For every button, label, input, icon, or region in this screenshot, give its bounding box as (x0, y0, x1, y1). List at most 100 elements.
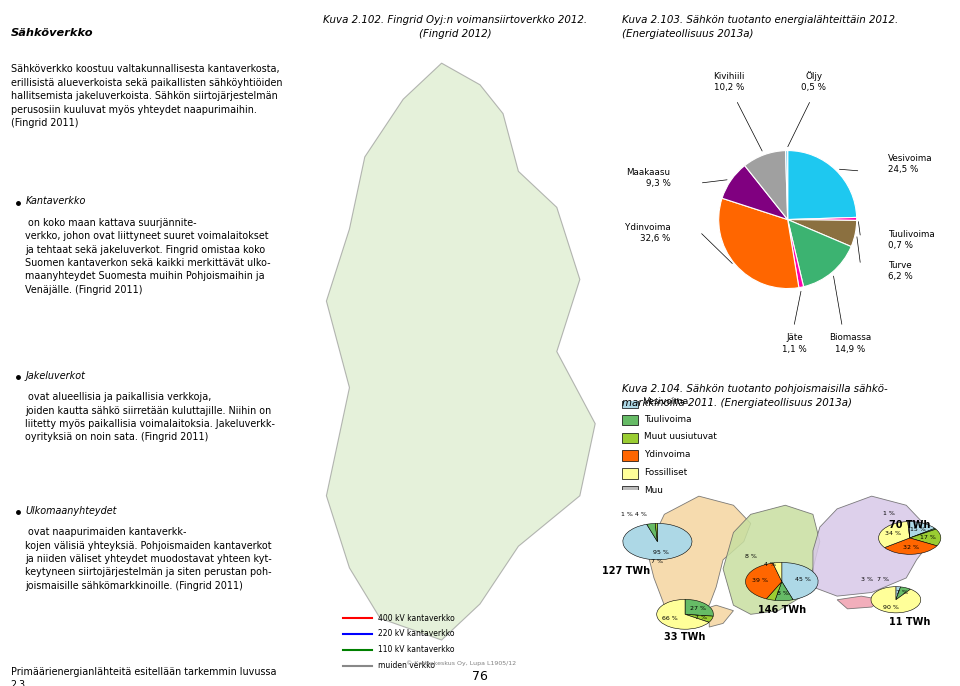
Wedge shape (787, 217, 856, 220)
Text: 4 %: 4 % (764, 562, 776, 567)
Wedge shape (910, 529, 941, 546)
Wedge shape (656, 523, 658, 542)
Wedge shape (745, 151, 787, 220)
Text: Muut uusiutuvat: Muut uusiutuvat (644, 432, 717, 442)
Wedge shape (775, 582, 793, 601)
Text: 90 %: 90 % (883, 605, 900, 610)
Text: Öljy
0,5 %: Öljy 0,5 % (802, 71, 827, 92)
Text: 7 %: 7 % (695, 615, 708, 620)
Bar (622, 486, 638, 497)
Text: 70 TWh: 70 TWh (889, 520, 930, 530)
Text: Kuva 2.102. Fingrid Oyj:n voimansiirtoverkko 2012.: Kuva 2.102. Fingrid Oyj:n voimansiirtove… (323, 15, 588, 25)
Wedge shape (908, 521, 910, 538)
Wedge shape (719, 198, 799, 289)
Wedge shape (746, 563, 781, 599)
Text: 127 TWh: 127 TWh (602, 566, 650, 576)
Wedge shape (878, 521, 910, 547)
Text: 11 TWh: 11 TWh (889, 617, 930, 627)
Text: Turve
6,2 %: Turve 6,2 % (888, 261, 912, 281)
Wedge shape (766, 582, 781, 600)
Text: Kuva 2.103. Sähkön tuotanto energialähteittäin 2012.: Kuva 2.103. Sähkön tuotanto energialähte… (622, 15, 899, 25)
Text: ovat alueellisia ja paikallisia verkkoja,
joiden kautta sähkö siirretään kulutta: ovat alueellisia ja paikallisia verkkoja… (25, 392, 276, 442)
Text: on koko maan kattava suurjännite-
verkko, johon ovat liittyneet suuret voimalait: on koko maan kattava suurjännite- verkko… (25, 218, 271, 295)
Text: Vesivoima
24,5 %: Vesivoima 24,5 % (888, 154, 932, 174)
Wedge shape (787, 220, 804, 287)
Bar (622, 450, 638, 461)
Text: 1 % 4 %: 1 % 4 % (621, 512, 647, 517)
Wedge shape (787, 220, 852, 287)
Wedge shape (896, 587, 910, 600)
Text: 110 kV kantaverkko: 110 kV kantaverkko (378, 646, 454, 654)
Text: 7 %: 7 % (652, 558, 663, 563)
Bar (622, 468, 638, 479)
Wedge shape (785, 150, 787, 220)
Polygon shape (723, 505, 820, 615)
Wedge shape (722, 165, 787, 220)
Text: 32 %: 32 % (902, 545, 919, 550)
Text: Jakeluverkot: Jakeluverkot (25, 370, 85, 381)
Wedge shape (685, 600, 713, 616)
Text: 33 TWh: 33 TWh (664, 632, 706, 643)
Wedge shape (657, 600, 709, 629)
Text: 15 %: 15 % (910, 527, 926, 532)
Text: (Energiateollisuus 2013a): (Energiateollisuus 2013a) (622, 29, 754, 39)
Wedge shape (787, 220, 856, 246)
Polygon shape (813, 496, 930, 596)
Text: (Fingrid 2012): (Fingrid 2012) (419, 29, 492, 39)
Text: 8 %: 8 % (745, 554, 756, 559)
Text: Ydinvoima: Ydinvoima (644, 450, 691, 460)
Wedge shape (896, 587, 900, 600)
Text: Jäte
1,1 %: Jäte 1,1 % (782, 333, 807, 353)
Wedge shape (781, 563, 818, 600)
Text: Sähköverkko koostuu valtakunnallisesta kantaverkosta,
erillisistä alueverkoista : Sähköverkko koostuu valtakunnallisesta k… (11, 64, 282, 128)
Text: 45 %: 45 % (796, 578, 811, 582)
Text: 76: 76 (472, 670, 488, 683)
Text: Muu: Muu (644, 486, 663, 495)
Text: 7 %: 7 % (896, 590, 908, 595)
Text: Ulkomaanyhteydet: Ulkomaanyhteydet (25, 506, 117, 516)
Text: © Karttakeskus Oy, Lupa L1905/12: © Karttakeskus Oy, Lupa L1905/12 (406, 660, 516, 665)
Text: 400 kV kantaverkko: 400 kV kantaverkko (378, 613, 455, 623)
Text: 27 %: 27 % (690, 606, 706, 611)
Text: muiden verkko: muiden verkko (378, 661, 435, 670)
Bar (622, 414, 638, 425)
Text: Primäärienergianlähteitä esitellään tarkemmin luvussa
2.3.: Primäärienergianlähteitä esitellään tark… (11, 667, 276, 686)
Text: Ydinvoima
32,6 %: Ydinvoima 32,6 % (625, 224, 670, 244)
Wedge shape (871, 587, 921, 613)
Text: ovat naapurimaiden kantaverkk-
kojen välisiä yhteyksiä. Pohjoismaiden kantaverko: ovat naapurimaiden kantaverkk- kojen väl… (25, 528, 273, 591)
Text: Sähköverkko: Sähköverkko (11, 28, 93, 38)
Bar (622, 433, 638, 443)
Wedge shape (685, 615, 713, 622)
Text: 146 TWh: 146 TWh (757, 605, 805, 615)
Wedge shape (787, 150, 856, 220)
Text: 95 %: 95 % (653, 550, 668, 555)
Text: 39 %: 39 % (752, 578, 768, 583)
Polygon shape (837, 596, 882, 609)
Polygon shape (699, 605, 733, 627)
Wedge shape (910, 528, 936, 538)
Text: Kuva 2.104. Sähkön tuotanto pohjoismaisilla sähkö-: Kuva 2.104. Sähkön tuotanto pohjoismaisi… (622, 384, 888, 394)
Wedge shape (910, 521, 935, 538)
Text: Tuulivoima: Tuulivoima (644, 414, 692, 424)
Text: Kivihiili
10,2 %: Kivihiili 10,2 % (713, 72, 745, 92)
Text: Biomassa
14,9 %: Biomassa 14,9 % (828, 333, 871, 353)
Polygon shape (647, 496, 751, 615)
Wedge shape (623, 523, 692, 560)
Text: 17 %: 17 % (921, 535, 936, 540)
Text: 220 kV kantaverkko: 220 kV kantaverkko (378, 630, 454, 639)
Text: 8 %: 8 % (778, 591, 789, 595)
Text: Tuulivoima
0,7 %: Tuulivoima 0,7 % (888, 230, 934, 250)
Text: 66 %: 66 % (662, 616, 678, 621)
Wedge shape (647, 523, 658, 542)
Text: markkinoilla 2011. (Energiateollisuus 2013a): markkinoilla 2011. (Energiateollisuus 20… (622, 398, 852, 408)
Text: 3 %  7 %: 3 % 7 % (861, 577, 889, 582)
Text: 1 %: 1 % (883, 511, 895, 516)
Wedge shape (773, 563, 781, 582)
Polygon shape (326, 63, 595, 640)
Bar (622, 397, 638, 407)
Wedge shape (884, 538, 937, 554)
Text: Kantaverkko: Kantaverkko (25, 196, 85, 206)
Text: 34 %: 34 % (885, 531, 900, 536)
Text: Fossilliset: Fossilliset (644, 468, 687, 477)
Text: Maakaasu
9,3 %: Maakaasu 9,3 % (626, 168, 670, 188)
